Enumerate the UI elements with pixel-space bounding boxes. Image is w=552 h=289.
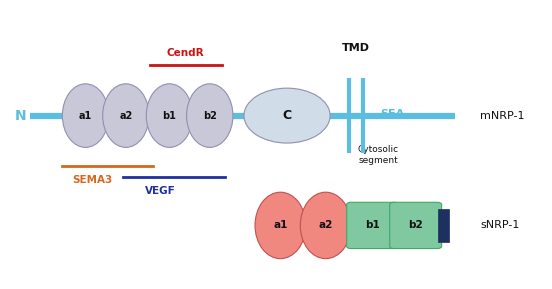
Text: SEA: SEA [380, 109, 404, 119]
Ellipse shape [146, 84, 193, 147]
Text: b1: b1 [162, 111, 177, 121]
Text: a2: a2 [319, 221, 333, 230]
Text: CendR: CendR [166, 48, 204, 58]
Text: b1: b1 [365, 221, 380, 230]
Text: TMD: TMD [342, 43, 370, 53]
Ellipse shape [187, 84, 233, 147]
Ellipse shape [62, 84, 109, 147]
Ellipse shape [244, 88, 330, 143]
Text: a1: a1 [79, 111, 92, 121]
Text: a2: a2 [119, 111, 132, 121]
FancyBboxPatch shape [347, 202, 399, 249]
Text: SEMA3: SEMA3 [73, 175, 113, 185]
Ellipse shape [255, 192, 306, 259]
Text: VEGF: VEGF [145, 186, 176, 196]
Text: Cytosolic
segment: Cytosolic segment [358, 144, 399, 165]
Ellipse shape [103, 84, 149, 147]
Bar [438, 209, 449, 242]
Text: mNRP-1: mNRP-1 [480, 111, 525, 121]
Text: b2: b2 [203, 111, 217, 121]
Text: b2: b2 [408, 221, 423, 230]
FancyBboxPatch shape [390, 202, 442, 249]
Text: a1: a1 [273, 221, 288, 230]
Text: C: C [283, 109, 291, 122]
Text: sNRP-1: sNRP-1 [480, 221, 519, 230]
Ellipse shape [300, 192, 351, 259]
Text: N: N [15, 109, 27, 123]
